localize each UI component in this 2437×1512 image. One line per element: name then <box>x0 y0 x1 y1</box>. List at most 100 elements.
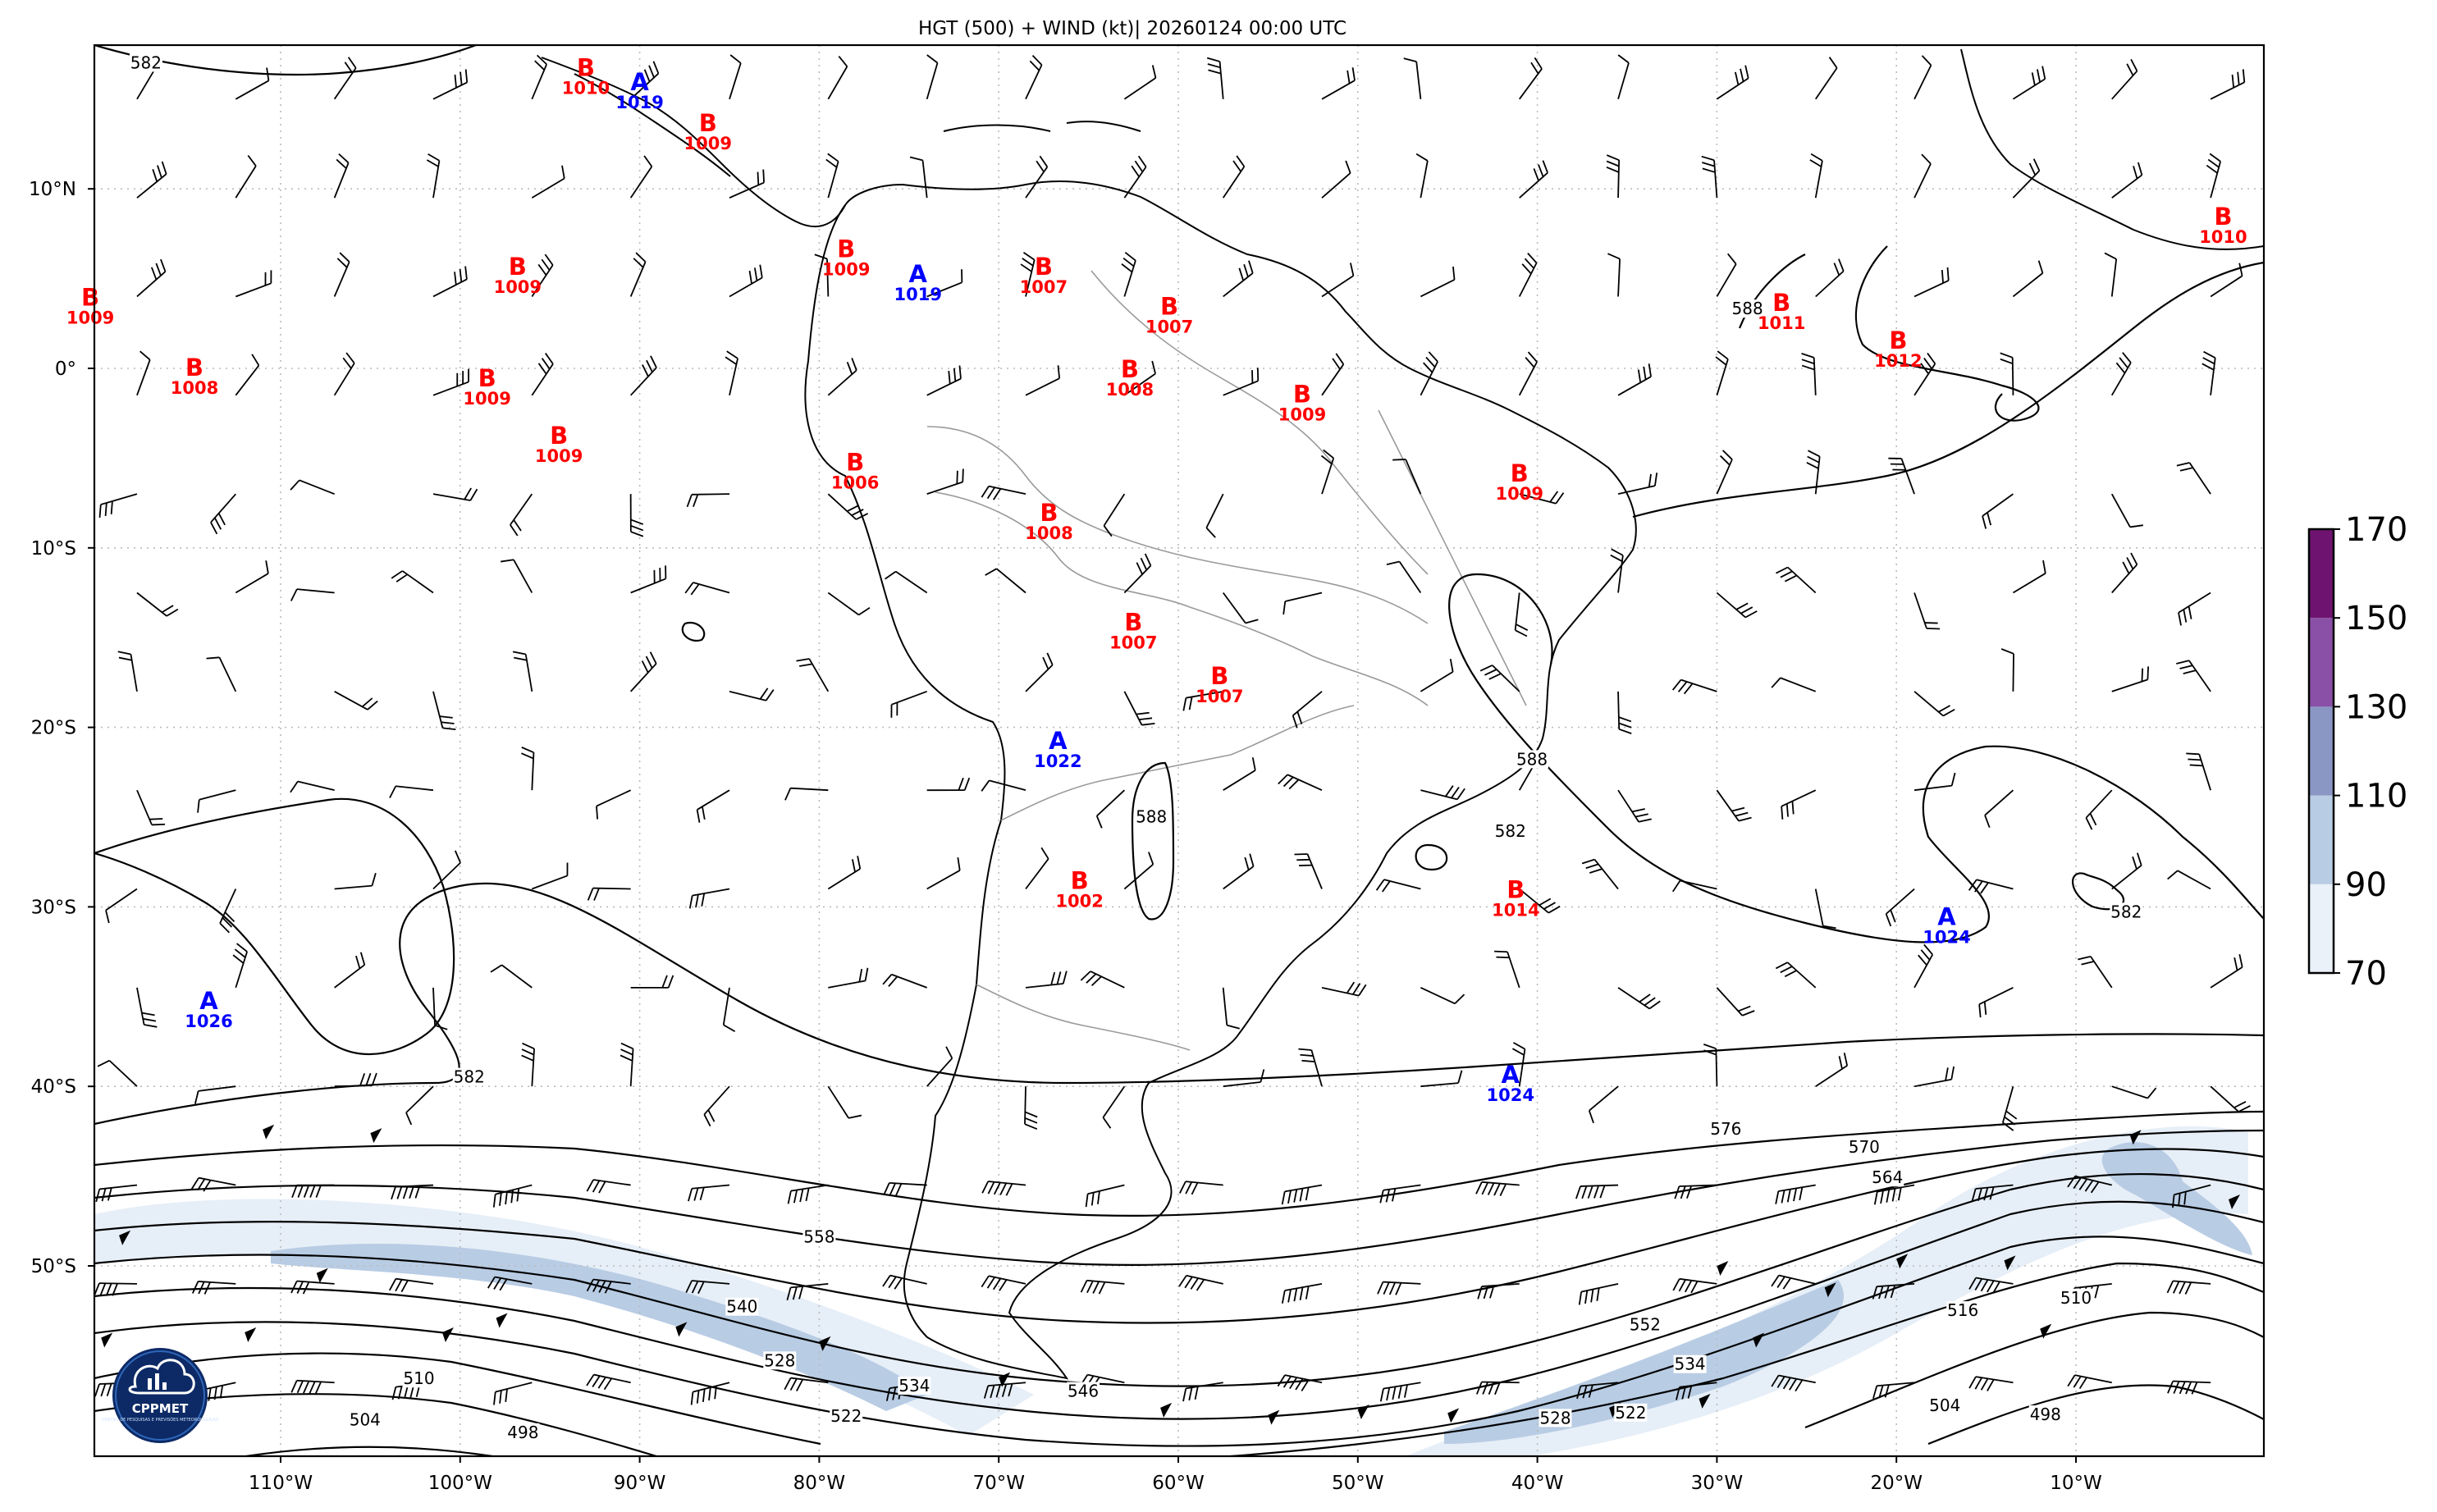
wind-barb <box>136 350 151 396</box>
pressure-system-letter: B <box>1035 253 1053 281</box>
wind-barb <box>2110 352 2132 396</box>
contour-label: 534 <box>898 1376 930 1396</box>
latitude-labels: 10°N 0° 10°S 20°S 30°S 40°S 50°S <box>29 179 94 1277</box>
wind-barb <box>1278 774 1323 792</box>
wind-flag <box>316 1268 328 1283</box>
wind-barb <box>1671 678 1717 695</box>
wind-barb <box>2166 1280 2211 1295</box>
wind-barb <box>1578 1283 1619 1305</box>
wind-barb <box>1123 360 1156 396</box>
wind-barb <box>136 789 166 826</box>
pressure-system-value: 1010 <box>2199 227 2247 247</box>
wind-barb <box>1321 353 1345 396</box>
wind-flag <box>101 1332 113 1348</box>
colorbar-segment <box>2309 618 2334 707</box>
wind-barb <box>729 54 742 100</box>
wind-barb <box>1025 971 1068 989</box>
wind-barb <box>1575 1184 1619 1199</box>
wind-barb <box>492 1184 533 1208</box>
wind-barb <box>1379 1184 1421 1204</box>
contour-label-bg <box>402 1369 436 1388</box>
wind-barb <box>1771 1274 1816 1290</box>
wind-barb <box>587 887 631 901</box>
wind-flag <box>441 1327 454 1342</box>
wind-barb <box>334 691 378 710</box>
wind-barb <box>97 1059 138 1087</box>
wind-barb <box>1403 57 1422 99</box>
contour-label: 582 <box>454 1067 485 1087</box>
wind-flag <box>999 1372 1011 1387</box>
map-gridlines <box>94 45 2264 1456</box>
wind-barb <box>630 355 657 396</box>
wind-barb <box>290 1379 335 1395</box>
longitude-label: 30°W <box>1691 1473 1744 1494</box>
contour-label-bg <box>506 1423 540 1441</box>
wind-barb <box>1716 592 1758 619</box>
wind-barb <box>333 352 355 396</box>
colorbar-label: 70 <box>2345 955 2387 993</box>
wind-barb <box>1223 368 1260 396</box>
pressure-system-letter: B <box>550 422 568 450</box>
contour-label: 552 <box>1630 1315 1661 1335</box>
wind-barb <box>620 1042 634 1087</box>
wind-barb <box>391 570 434 594</box>
wind-barb <box>512 651 533 692</box>
wind-barb <box>1102 1085 1126 1129</box>
wind-barb <box>117 651 138 692</box>
wind-barb <box>1672 1277 1717 1294</box>
colorbar-segment <box>2309 795 2334 884</box>
wind-barb <box>1386 560 1422 594</box>
wind-flag <box>819 1336 831 1351</box>
logo-name: CPPMET <box>132 1401 189 1416</box>
wind-barb <box>1123 553 1152 594</box>
wind-barb <box>94 1282 137 1296</box>
wind-flag <box>1717 1261 1729 1276</box>
wind-barb <box>1610 548 1624 593</box>
wind-flag <box>1824 1282 1836 1298</box>
wind-barb <box>1379 1382 1421 1402</box>
wind-barb <box>1588 1085 1619 1124</box>
wind-barb <box>532 862 569 890</box>
wind-barb <box>290 588 335 601</box>
wind-barb <box>235 354 260 396</box>
pressure-system-letter: B <box>185 354 203 381</box>
wind-barb <box>1617 987 1661 1010</box>
wind-barb <box>2210 69 2246 100</box>
contour-label: 528 <box>764 1350 795 1370</box>
wind-barb <box>586 1278 631 1294</box>
wind-barb <box>2111 1085 2157 1099</box>
wind-barb <box>1617 363 1652 396</box>
wind-barb <box>981 485 1026 500</box>
wind-barb <box>688 1184 730 1202</box>
wind-barb <box>2210 263 2243 298</box>
contour-label-bg <box>1946 1301 1980 1320</box>
wind-barb <box>1885 888 1915 927</box>
wind-barb <box>1123 155 1147 199</box>
wind-barb <box>1913 267 1950 298</box>
contour-label-bg <box>1628 1315 1662 1334</box>
wind-barb <box>1814 57 1838 100</box>
wind-barb <box>827 56 848 100</box>
wind-barb <box>232 943 248 989</box>
wind-flag <box>1268 1409 1280 1425</box>
pressure-system-letter: B <box>1772 289 1790 317</box>
cppmet-logo: CPPMET CENTRO DE PESQUISAS E PREVISÕES M… <box>102 1348 218 1443</box>
contour-label-bg <box>725 1297 759 1316</box>
wind-barb <box>1775 1184 1816 1204</box>
wind-barb <box>686 493 730 508</box>
wind-barb <box>136 987 158 1028</box>
pressure-system-value: 1009 <box>463 389 510 409</box>
wind-barb <box>1518 57 1543 100</box>
wind-barb <box>1913 1066 1955 1088</box>
pressure-system-letter: B <box>2214 203 2232 231</box>
